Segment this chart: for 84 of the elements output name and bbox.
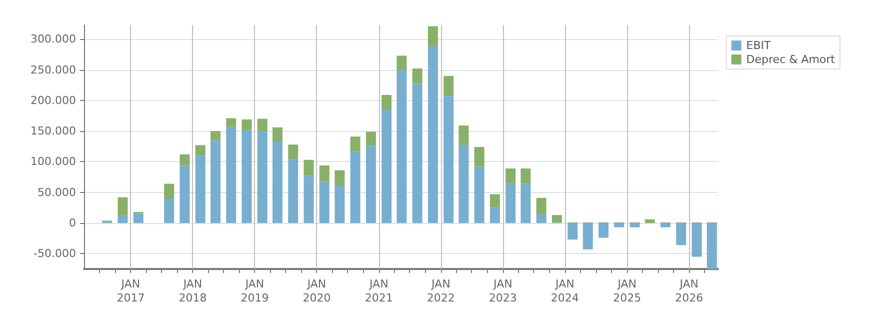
bar (242, 119, 252, 130)
bar (304, 176, 314, 224)
bar (506, 183, 516, 224)
legend-label: Deprec & Amort (746, 53, 836, 66)
bar (396, 70, 407, 224)
bar (412, 83, 422, 224)
bar (692, 223, 702, 257)
bar (272, 141, 282, 224)
bar (506, 168, 516, 184)
x-tick-label: JAN 2024 (550, 278, 579, 304)
bar (458, 144, 469, 224)
bar (257, 118, 268, 132)
bar (118, 197, 128, 216)
bar (536, 198, 546, 214)
bar (428, 46, 438, 224)
bar (180, 165, 190, 224)
bar (180, 154, 190, 166)
bar (428, 26, 438, 46)
legend-label: EBIT (746, 39, 772, 52)
bar (350, 151, 360, 224)
bar (382, 108, 392, 224)
bar (210, 131, 220, 140)
bar (118, 215, 128, 224)
bar (660, 223, 671, 228)
y-tick-label: 300.000 (30, 32, 76, 46)
bar (272, 127, 282, 142)
bar (226, 126, 236, 224)
y-tick-label: 50.000 (38, 186, 76, 199)
x-tick-label: JAN 2017 (116, 278, 145, 304)
bar (242, 130, 252, 224)
x-tick-label: JAN 2018 (178, 278, 207, 304)
bar (706, 223, 717, 269)
y-tick-label: -50.000 (34, 247, 76, 260)
x-tick-label: JAN 2021 (364, 278, 393, 304)
bar (195, 156, 206, 224)
bar (319, 181, 330, 224)
bar (304, 160, 314, 176)
bar (396, 56, 407, 70)
bar (210, 140, 220, 224)
bar (568, 223, 578, 240)
bar (334, 170, 345, 186)
bar (195, 145, 206, 156)
bar (630, 223, 640, 228)
bar (288, 144, 298, 160)
bar (552, 215, 562, 222)
bar (474, 147, 484, 167)
bar (382, 94, 392, 109)
bar (520, 168, 531, 184)
x-tick-label: JAN 2023 (488, 278, 517, 304)
bar (536, 214, 546, 224)
bar (614, 223, 624, 228)
bar (490, 208, 500, 224)
bar (319, 165, 330, 182)
bar (133, 213, 144, 224)
x-tick-label: JAN 2019 (240, 278, 269, 304)
bar (288, 159, 298, 224)
bar (520, 184, 531, 224)
y-tick-label: 100.000 (30, 155, 76, 168)
bar (226, 118, 236, 127)
y-tick-label: 150.000 (30, 124, 76, 138)
y-tick-label: 250.000 (30, 63, 76, 76)
bar (366, 146, 376, 224)
bar (458, 126, 469, 145)
bar (582, 223, 593, 250)
bar (334, 185, 345, 224)
bar (350, 136, 360, 152)
bar (444, 96, 454, 224)
bar (444, 76, 454, 96)
y-tick-label: 200.000 (30, 94, 76, 107)
x-tick-label: JAN 2025 (613, 278, 642, 304)
bar (257, 132, 268, 224)
x-tick-label: JAN 2026 (675, 278, 704, 304)
bar (490, 194, 500, 208)
y-tick-label: 0 (69, 216, 76, 230)
x-tick-label: JAN 2020 (302, 278, 331, 304)
bar (676, 223, 686, 246)
bar (412, 68, 422, 84)
bar (366, 132, 376, 146)
x-tick-label: JAN 2022 (426, 278, 455, 304)
bar (598, 223, 608, 238)
bar (474, 166, 484, 224)
bar (644, 219, 655, 224)
bar (164, 198, 174, 224)
bar (164, 184, 174, 198)
